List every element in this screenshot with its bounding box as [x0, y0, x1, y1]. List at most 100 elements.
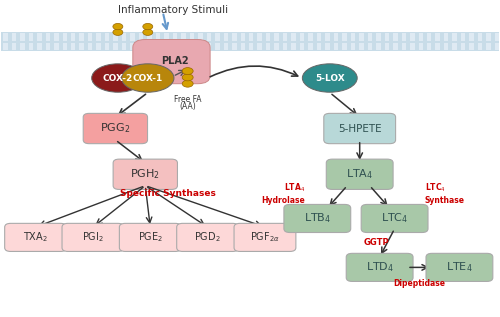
Bar — [114, 33, 118, 41]
Text: COX-2: COX-2 — [102, 74, 133, 82]
Bar — [232, 33, 236, 41]
Bar — [495, 43, 500, 50]
Bar — [334, 43, 338, 50]
Bar — [350, 33, 355, 41]
Bar — [326, 33, 330, 41]
Bar — [308, 33, 313, 41]
Bar — [317, 33, 322, 41]
Bar — [37, 33, 42, 41]
Bar — [342, 43, 346, 50]
Bar — [258, 33, 262, 41]
Bar — [470, 33, 474, 41]
Bar — [71, 33, 76, 41]
Bar — [376, 33, 380, 41]
Ellipse shape — [92, 64, 144, 92]
Bar — [172, 33, 177, 41]
Text: PGF$_{2\alpha}$: PGF$_{2\alpha}$ — [250, 230, 280, 244]
Bar — [130, 33, 135, 41]
Bar — [164, 33, 168, 41]
Text: 5-LOX: 5-LOX — [315, 74, 344, 82]
Bar — [292, 33, 296, 41]
Bar — [300, 33, 304, 41]
Text: LTE$_4$: LTE$_4$ — [446, 261, 473, 274]
Bar — [486, 43, 491, 50]
Bar — [20, 43, 24, 50]
Bar — [418, 33, 423, 41]
FancyBboxPatch shape — [361, 204, 428, 232]
Bar — [96, 33, 101, 41]
Bar — [172, 43, 177, 50]
Bar — [105, 43, 110, 50]
Bar — [393, 33, 398, 41]
Bar — [410, 43, 414, 50]
Text: 5-HPETE: 5-HPETE — [338, 124, 382, 133]
Bar — [62, 43, 67, 50]
Bar — [181, 43, 186, 50]
Bar — [0, 42, 500, 51]
Bar — [470, 43, 474, 50]
Bar — [436, 33, 440, 41]
Bar — [20, 33, 24, 41]
Bar — [0, 32, 500, 42]
Bar — [418, 43, 423, 50]
FancyBboxPatch shape — [120, 223, 181, 251]
Bar — [190, 43, 194, 50]
Bar — [156, 43, 160, 50]
Bar — [139, 33, 143, 41]
Bar — [452, 33, 457, 41]
Ellipse shape — [122, 64, 174, 92]
Bar — [105, 33, 110, 41]
Bar — [190, 33, 194, 41]
Bar — [300, 43, 304, 50]
Bar — [198, 33, 202, 41]
Bar — [206, 43, 211, 50]
Bar — [283, 43, 288, 50]
Bar — [266, 43, 270, 50]
Bar — [148, 43, 152, 50]
Circle shape — [182, 80, 193, 87]
Text: TXA$_2$: TXA$_2$ — [23, 230, 48, 244]
Text: LTD$_4$: LTD$_4$ — [366, 261, 394, 274]
Text: LTA$_4$: LTA$_4$ — [346, 167, 374, 181]
FancyBboxPatch shape — [284, 204, 350, 232]
Bar — [436, 43, 440, 50]
FancyBboxPatch shape — [234, 223, 296, 251]
Bar — [274, 33, 279, 41]
Bar — [350, 43, 355, 50]
Bar — [266, 33, 270, 41]
Bar — [274, 43, 279, 50]
Bar — [368, 33, 372, 41]
Text: GGTP: GGTP — [364, 238, 390, 248]
FancyBboxPatch shape — [176, 223, 238, 251]
Bar — [402, 43, 406, 50]
Text: Inflammatory Stimuli: Inflammatory Stimuli — [118, 5, 228, 16]
Text: PGI$_2$: PGI$_2$ — [82, 230, 104, 244]
FancyBboxPatch shape — [324, 113, 396, 144]
Bar — [402, 33, 406, 41]
Bar — [181, 33, 186, 41]
Bar — [46, 33, 50, 41]
Ellipse shape — [302, 64, 357, 92]
Text: Specific Synthases: Specific Synthases — [120, 189, 216, 198]
Bar — [258, 43, 262, 50]
Circle shape — [113, 29, 123, 36]
Bar — [427, 43, 432, 50]
Bar — [88, 43, 92, 50]
Text: PGH$_2$: PGH$_2$ — [130, 167, 160, 181]
Bar — [28, 33, 33, 41]
Bar — [326, 43, 330, 50]
Bar — [359, 43, 364, 50]
Bar — [292, 43, 296, 50]
Bar — [342, 33, 346, 41]
Text: LTA$_4$
Hydrolase: LTA$_4$ Hydrolase — [261, 182, 305, 205]
Bar — [54, 33, 58, 41]
Bar — [232, 43, 236, 50]
Bar — [3, 33, 8, 41]
Bar — [317, 43, 322, 50]
Bar — [478, 43, 482, 50]
Bar — [156, 33, 160, 41]
Bar — [164, 43, 168, 50]
Bar — [54, 43, 58, 50]
FancyBboxPatch shape — [426, 253, 493, 281]
Bar — [12, 43, 16, 50]
